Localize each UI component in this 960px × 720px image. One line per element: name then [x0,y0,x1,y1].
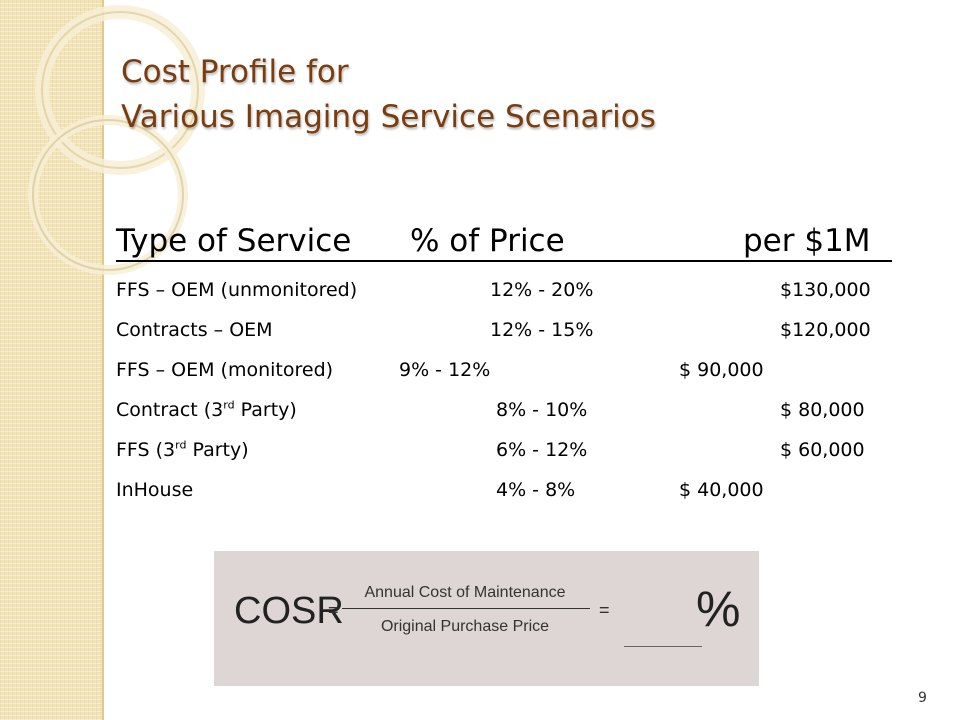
header-type-of-service: Type of Service [116,223,352,259]
table-row: InHouse 4% - 8% $ 40,000 [116,477,896,517]
formula-percent-sign: % [696,581,741,637]
row-percent: 9% - 12% [399,359,491,381]
formula-equals-2: = [599,600,610,620]
row-type: Contracts – OEM [116,319,273,341]
table-header-row: Type of Service % of Price per $1M [116,220,896,266]
page-number: 9 [918,690,927,706]
row-type: FFS – OEM (monitored) [116,359,334,381]
table-row: Contract (3rd Party) 8% - 10% $ 80,000 [116,397,896,437]
row-type-superscript: rd [223,398,235,412]
table-row: FFS – OEM (monitored) 9% - 12% $ 90,000 [116,357,896,397]
row-percent: 12% - 15% [490,319,594,341]
row-percent: 4% - 8% [496,479,576,501]
table-row: FFS (3rd Party) 6% - 12% $ 60,000 [116,437,896,477]
row-per-1m: $ 40,000 [679,479,764,501]
row-percent: 12% - 20% [490,279,594,301]
formula-denominator: Original Purchase Price [380,618,550,635]
cosr-formula: COSR = Annual Cost of Maintenance Origin… [214,551,759,686]
row-per-1m: $120,000 [780,319,871,341]
row-per-1m: $ 60,000 [780,439,865,461]
header-percent-of-price: % of Price [410,223,565,259]
table-row: Contracts – OEM 12% - 15% $120,000 [116,317,896,357]
row-type-prefix: Contract (3 [116,399,224,421]
title-line-2: Various Imaging Service Scenarios [121,99,656,135]
row-type-suffix: Party) [186,439,249,461]
formula-equals-1: = [328,600,339,620]
row-per-1m: $130,000 [780,279,871,301]
title-line-1: Cost Profile for [121,54,349,90]
row-type: Contract (3rd Party) [116,397,297,423]
slide-title: Cost Profile for Various Imaging Service… [121,50,656,140]
header-underline [116,260,892,262]
row-percent: 8% - 10% [496,399,588,421]
cost-table: Type of Service % of Price per $1M FFS –… [116,220,896,501]
left-decorative-band [0,0,104,720]
formula-blank-line [624,646,702,647]
row-percent: 6% - 12% [496,439,588,461]
row-per-1m: $ 80,000 [780,399,865,421]
row-type-suffix: Party) [234,399,297,421]
table-row: FFS – OEM (unmonitored) 12% - 20% $130,0… [116,277,896,317]
row-type: InHouse [116,479,194,501]
formula-fraction-bar [342,608,590,609]
row-type-superscript: rd [175,438,187,452]
row-type: FFS – OEM (unmonitored) [116,279,358,301]
formula-lhs: COSR [234,590,344,632]
row-type-prefix: FFS (3 [116,439,176,461]
header-per-1m: per $1M [743,223,871,259]
row-type: FFS (3rd Party) [116,437,249,463]
row-per-1m: $ 90,000 [679,359,764,381]
formula-numerator: Annual Cost of Maintenance [364,584,566,601]
